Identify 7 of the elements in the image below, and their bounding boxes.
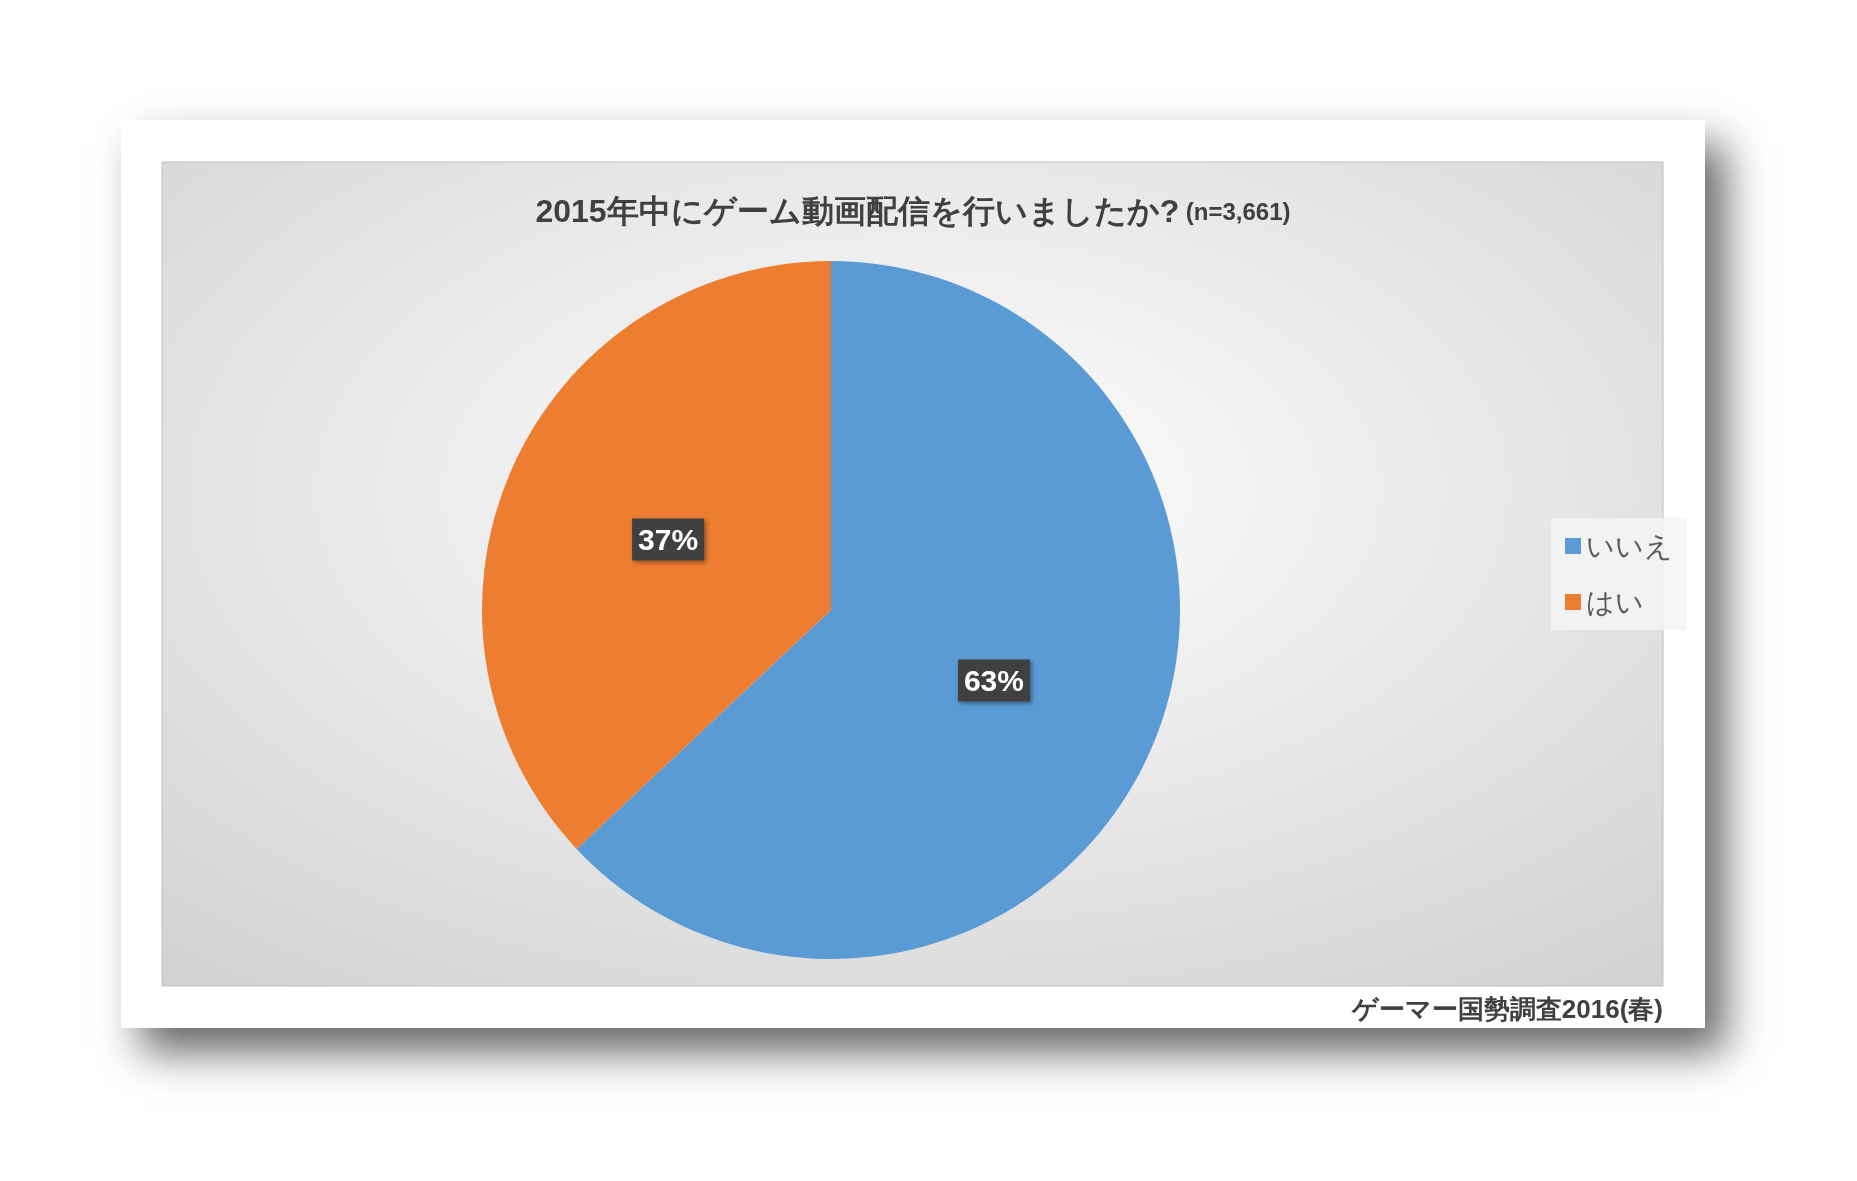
chart-title: 2015年中にゲーム動画配信を行いましたか? [535, 193, 1180, 229]
legend-label: はい [1586, 586, 1644, 618]
text: ゲーマー国勢調査2016(春) [1350, 994, 1663, 1024]
data-label: 63% [963, 663, 1024, 697]
chart-subtitle: (n=3,661) [1179, 197, 1291, 225]
data-label: 37% [638, 523, 699, 557]
legend-label: いいえ [1586, 530, 1673, 562]
